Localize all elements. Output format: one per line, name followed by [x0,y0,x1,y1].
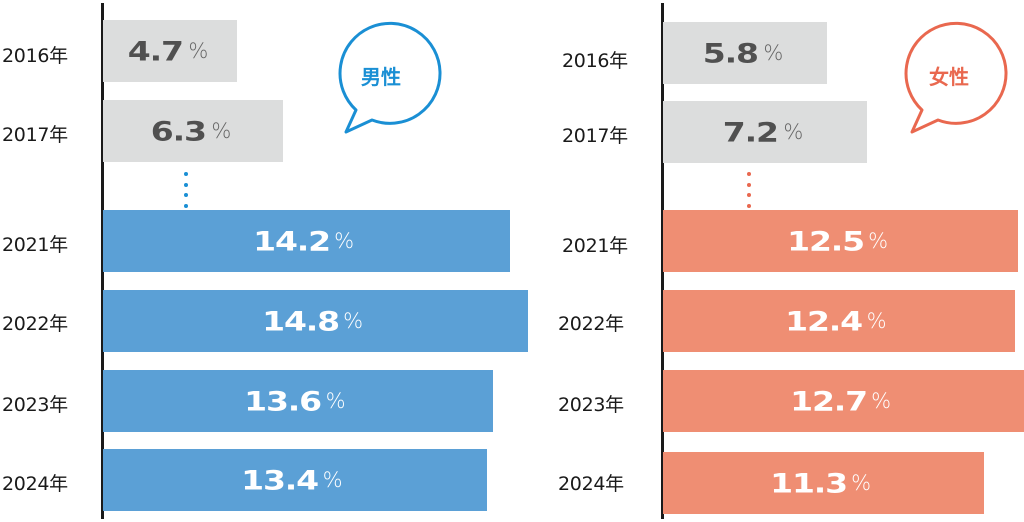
male-bar-2017: 6.3 % [103,100,283,162]
percent-sign: % [783,120,804,144]
bar-value: 11.3 [770,467,848,499]
male-year-label: 2024年 [2,473,68,495]
percent-sign: % [334,229,355,253]
male-bar-2016: 4.7 % [103,20,237,82]
female-bar-2022: 12.4 % [663,290,1015,352]
female-year-label: 2024年 [558,473,624,495]
percent-sign: % [325,389,346,413]
female-speech-bubble-icon [904,21,1008,134]
percent-sign: % [763,41,784,65]
female-year-label: 2016年 [562,50,628,72]
female-year-label: 2017年 [562,125,628,147]
male-bar-2022: 14.8 % [103,290,528,352]
percent-sign: % [343,309,364,333]
male-panel: 2016年 2017年 2021年 2022年 2023年 2024年 4.7 … [2,3,528,519]
female-axis-line [661,3,664,519]
female-label: 女性 [929,65,969,89]
bar-value: 14.2 [253,225,331,257]
bar-value: 7.2 [722,116,779,148]
male-gap-dots-icon [184,172,188,214]
female-bar-2017: 7.2 % [663,101,867,163]
male-speech-bubble-icon [338,21,442,134]
percent-sign: % [211,119,232,143]
bar-value: 13.4 [241,464,320,496]
female-bar-2023: 12.7 % [663,370,1024,432]
percent-sign: % [866,309,887,333]
male-label: 男性 [361,65,401,89]
male-bar-2024: 13.4 % [103,449,487,511]
percent-sign: % [868,229,889,253]
percent-sign: % [871,389,892,413]
bar-value: 6.3 [150,115,207,147]
male-year-label: 2021年 [2,234,68,256]
female-panel: 2016年 2017年 2021年 2022年 2023年 2024年 5.8 … [540,0,1024,522]
male-year-label: 2016年 [2,45,68,67]
percent-sign: % [851,471,872,495]
female-bar-2016: 5.8 % [663,22,827,84]
male-year-label: 2023年 [2,394,68,416]
female-year-label: 2022年 [558,313,624,335]
bar-value: 12.7 [790,385,868,417]
bar-value: 12.5 [787,225,865,257]
female-year-label: 2021年 [562,235,628,257]
male-bar-2021: 14.2 % [103,210,510,272]
percent-sign: % [322,468,343,492]
male-bar-2023: 13.6 % [103,370,493,432]
percent-sign: % [188,39,209,63]
male-axis-line [101,3,104,519]
female-gap-dots-icon [747,172,751,214]
bar-value: 5.8 [702,37,759,69]
female-year-label: 2023年 [558,394,624,416]
male-year-label: 2022年 [2,313,68,335]
bar-value: 4.7 [127,35,184,67]
bar-value: 13.6 [244,385,323,417]
bar-value: 12.4 [785,305,864,337]
male-year-label: 2017年 [2,124,68,146]
female-bar-2024: 11.3 % [663,452,984,514]
female-bar-2021: 12.5 % [663,210,1018,272]
bar-value: 14.8 [262,305,340,337]
